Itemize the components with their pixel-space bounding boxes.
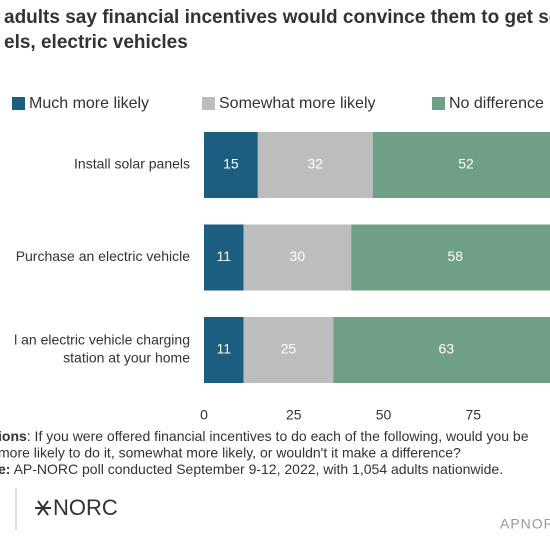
chart-title: adults say financial incentives would co… [4,7,550,28]
value-label: 25 [281,341,297,357]
legend-label: Much more likely [29,95,149,112]
category-label: station at your home [63,350,190,366]
note-text: : If you were offered financial incentiv… [27,428,529,444]
note-text: AP-NORC poll conducted September 9-12, 2… [10,461,503,477]
logo-icon [35,500,51,516]
legend-label: Somewhat more likely [219,95,376,112]
note-text: more likely to do it, somewhat more like… [0,444,461,460]
chart-title: els, electric vehicles [4,32,188,53]
footer: APNORC [500,516,550,532]
bar-segment [351,224,550,291]
category-label: l an electric vehicle charging [14,332,190,348]
x-tick-label: 0 [200,407,208,423]
bar-segment [372,132,550,198]
x-tick-label: 75 [465,407,481,423]
note: more likely to do it, somewhat more like… [0,444,461,460]
value-label: 52 [458,156,474,172]
x-tick-label: 25 [286,407,302,423]
note-bold: e: [0,461,10,477]
category-label: Purchase an electric vehicle [16,248,191,264]
value-label: 58 [448,248,464,264]
bar-segment [204,224,244,291]
bar-segment [243,224,352,291]
note-bold: ions [0,428,27,444]
bar-segment [243,317,334,383]
bar-segment [333,317,550,383]
value-label: 63 [439,341,455,357]
value-label: 32 [308,156,324,172]
bar-segment [204,132,258,198]
bar-segment [204,317,244,383]
category-label: Install solar panels [74,156,190,172]
value-label: 11 [216,341,231,357]
bar-segment [257,132,373,198]
note: ions: If you were offered financial ince… [0,428,529,444]
note: e: AP-NORC poll conducted September 9-12… [0,461,503,477]
legend-swatch [432,97,445,110]
legend-label: No difference [449,95,544,112]
value-label: 15 [223,156,239,172]
legend-swatch [202,97,215,110]
logo-text: NORC [53,495,118,520]
x-tick-label: 50 [376,407,392,423]
value-label: 30 [290,248,306,264]
value-label: 11 [216,248,231,264]
legend-swatch [12,97,25,110]
